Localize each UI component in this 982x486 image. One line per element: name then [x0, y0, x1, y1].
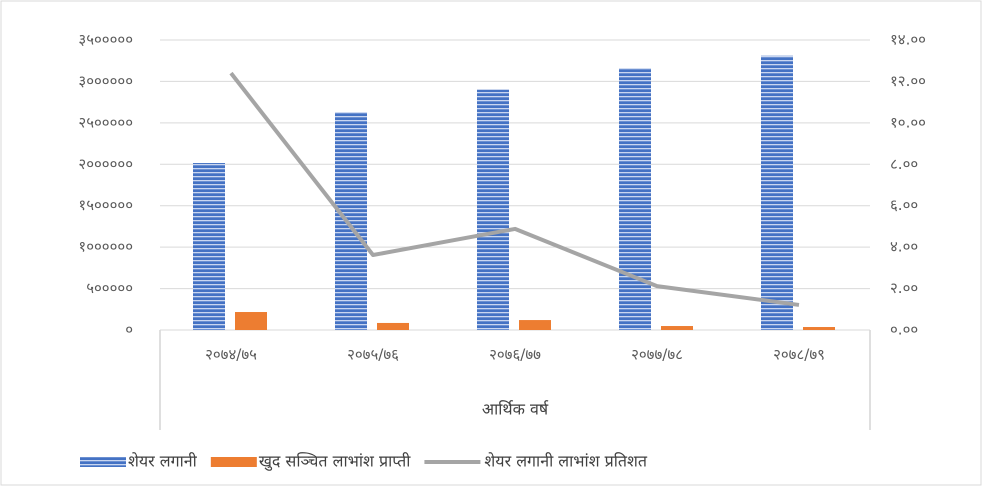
y-tick-label: २५००००० [78, 113, 133, 131]
bar [377, 322, 409, 330]
x-tick-label: २०७५/७६ [347, 346, 399, 364]
y2-tick-label: १०.०० [890, 113, 926, 131]
x-tick-label: २०७६/७७ [489, 346, 541, 364]
x-axis-title: आर्थिक वर्ष [482, 400, 549, 419]
bar [619, 68, 651, 331]
y2-tick-label: ४.०० [890, 238, 918, 256]
bar [235, 312, 267, 330]
x-tick-label: २०७७/७८ [631, 346, 683, 364]
y2-tick-label: ६.०० [890, 196, 918, 214]
x-tick-label: २०७४/७५ [205, 346, 257, 364]
y-tick-label: ० [125, 321, 133, 339]
line-series [229, 71, 800, 307]
y-tick-label: ५००००० [86, 279, 133, 297]
bar [335, 112, 367, 330]
legend-swatch [210, 457, 257, 467]
legend-label: शेयर लगानी लाभांश प्रतिशत [484, 452, 647, 471]
y-tick-label: ३०००००० [78, 72, 133, 90]
bar [193, 163, 225, 330]
legend-label: खुद सञ्चित लाभांश प्राप्ती [259, 452, 411, 472]
legend-swatch [80, 457, 126, 467]
y2-tick-label: १४.०० [890, 31, 926, 49]
y2-tick-label: ८.०० [890, 155, 918, 173]
y-tick-label: २०००००० [78, 155, 133, 173]
bar [519, 320, 551, 330]
y2-tick-label: २.०० [890, 279, 918, 297]
bar [477, 89, 509, 330]
y2-tick-label: ०.०० [890, 321, 918, 339]
y-tick-label: १०००००० [78, 238, 133, 256]
bar [761, 55, 793, 330]
bar [803, 327, 835, 330]
legend-label: शेयर लगानी [128, 452, 198, 471]
bar [661, 326, 693, 330]
y2-tick-label: १२.०० [890, 72, 926, 90]
y-tick-label: ३५००००० [78, 31, 133, 49]
y-tick-label: १५००००० [78, 196, 133, 214]
x-tick-label: २०७८/७९ [773, 346, 825, 364]
